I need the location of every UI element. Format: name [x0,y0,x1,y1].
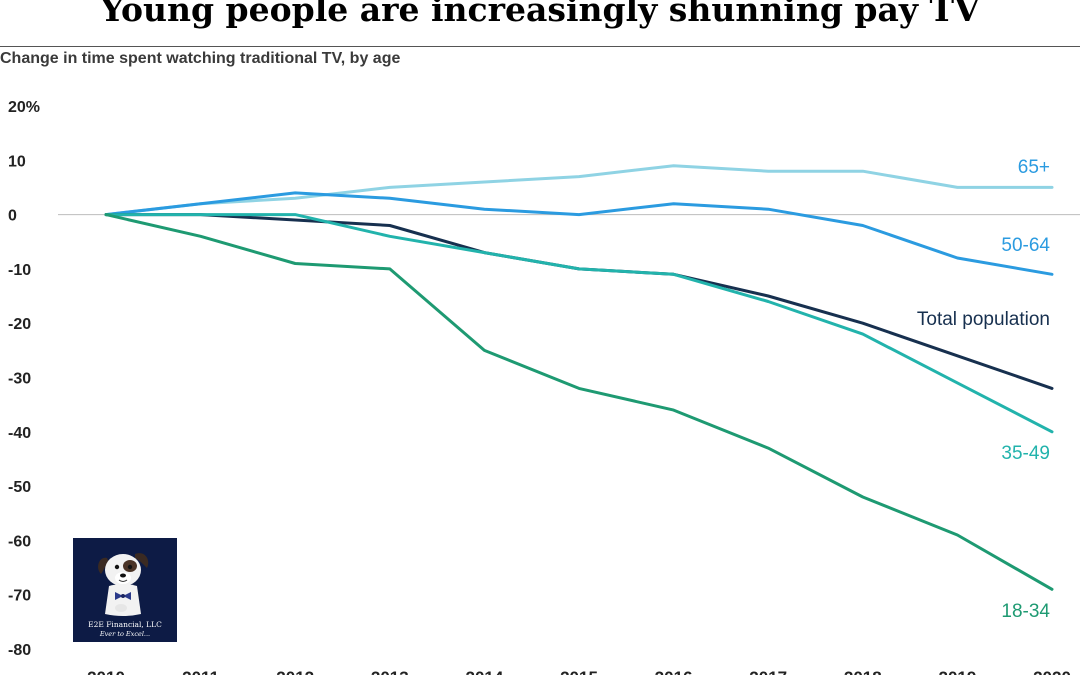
series-line-65- [104,164,1054,217]
series-labels: 65+ 50-64 Total population 35-49 18-34 [917,157,1051,622]
y-tick-label: -20 [8,316,31,333]
y-tick-label: 0 [8,208,17,225]
series-label: 35-49 [1001,443,1050,464]
company-logo: E2E Financial, LLC Ever to Excel... [73,538,177,642]
title-divider [0,46,1080,47]
y-tick-label: -80 [8,642,31,659]
x-tick-label: 2016 [655,668,693,675]
x-tick-label: 2010 [87,668,125,675]
series-label: 65+ [1018,157,1050,178]
x-axis-ticks: 2010 2011 2012 2013 2014 2015 2016 2017 2018 2019… [87,668,1071,675]
y-tick-label: -30 [8,371,31,388]
y-tick-label: 20% [8,99,40,116]
series-lines [104,164,1054,591]
y-tick-label: -10 [8,262,31,279]
y-tick-label: 10 [8,153,26,170]
series-label: 18-34 [1001,601,1050,622]
logo-tagline: Ever to Excel... [99,630,151,638]
x-tick-label: 2017 [749,668,787,675]
logo-company-name: E2E Financial, LLC [88,620,162,629]
x-tick-label: 2019 [938,668,976,675]
series-label: Total population [917,309,1050,330]
x-tick-label: 2014 [465,668,503,675]
y-tick-label: -50 [8,479,31,496]
x-tick-label: 2011 [182,668,219,675]
x-tick-label: 2012 [276,668,314,675]
y-tick-label: -40 [8,425,31,442]
y-tick-label: -70 [8,588,31,605]
chart-title: Young people are increasingly shunning p… [100,0,980,29]
series-line-18-34 [104,213,1054,591]
x-tick-label: 2013 [371,668,409,675]
x-tick-label: 2020 [1033,668,1071,675]
dog-icon [98,553,149,616]
y-tick-label: -60 [8,533,31,550]
series-line-35-49 [104,213,1054,434]
y-axis-ticks: 20% 10 0 -10 -20 -30 -40 -50 -60 -70 -80 [8,99,40,659]
x-tick-label: 2018 [844,668,882,675]
x-tick-label: 2015 [560,668,598,675]
series-label: 50-64 [1001,235,1050,256]
series-line-50-64 [104,191,1054,276]
chart-subtitle: Change in time spent watching traditiona… [0,50,401,67]
